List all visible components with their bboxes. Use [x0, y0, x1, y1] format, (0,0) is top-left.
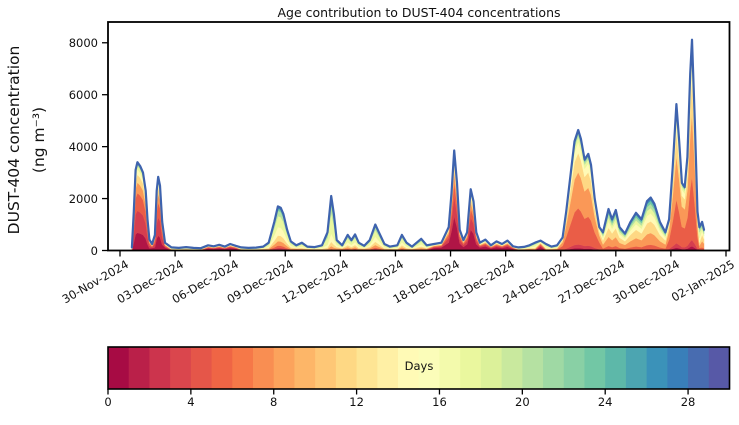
colorbar-tick-label: 8	[270, 395, 278, 409]
colorbar-bin	[128, 347, 151, 389]
colorbar-bin	[356, 347, 378, 389]
y-axis-label-line1: DUST-404 concentration	[5, 45, 23, 235]
colorbar-bin	[439, 347, 461, 389]
y-tick-label: 4000	[68, 139, 98, 154]
chart-title: Age contribution to DUST-404 concentrati…	[277, 5, 561, 20]
colorbar-label: Days	[404, 359, 434, 373]
colorbar-bin	[149, 347, 171, 389]
colorbar-tick-label: 12	[349, 395, 364, 409]
colorbar-bin	[480, 347, 503, 389]
y-tick-label: 2000	[68, 191, 98, 206]
colorbar-bin	[170, 347, 192, 389]
colorbar-bin	[253, 347, 275, 389]
colorbar-bin	[335, 347, 358, 389]
colorbar-bin	[625, 347, 648, 389]
colorbar-tick-label: 20	[515, 395, 530, 409]
colorbar-tick-label: 28	[680, 395, 696, 409]
colorbar-bin	[605, 347, 627, 389]
colorbar-bin	[273, 347, 296, 389]
colorbar-tick-label: 16	[432, 395, 447, 409]
colorbar-bin	[584, 347, 606, 389]
colorbar-bin	[398, 347, 420, 389]
colorbar-bin	[563, 347, 586, 389]
colorbar-bin	[688, 347, 710, 389]
colorbar-tick-label: 4	[187, 395, 195, 409]
colorbar-bin	[501, 347, 523, 389]
y-tick-label: 0	[90, 243, 98, 258]
colorbar-bin	[543, 347, 565, 389]
colorbar-bin	[708, 347, 731, 389]
colorbar-tick-label: 24	[597, 395, 613, 409]
colorbar-bin	[294, 347, 316, 389]
total-concentration-line	[130, 38, 706, 250]
plot-border	[107, 21, 731, 252]
colorbar-bin	[377, 347, 399, 389]
y-tick-label: 8000	[68, 35, 98, 50]
y-tick-label: 6000	[68, 87, 98, 102]
colorbar-bin	[667, 347, 689, 389]
colorbar-bin	[418, 347, 441, 389]
colorbar-bin	[108, 347, 130, 389]
colorbar-bin	[460, 347, 482, 389]
colorbar-bin	[646, 347, 668, 389]
colorbar-bin	[315, 347, 337, 389]
colorbar-bin	[522, 347, 544, 389]
colorbar-bin	[211, 347, 233, 389]
colorbar-tick-label: 0	[104, 395, 112, 409]
colorbar-bin	[232, 347, 254, 389]
colorbar-bin	[190, 347, 213, 389]
colorbar-border	[107, 346, 731, 390]
